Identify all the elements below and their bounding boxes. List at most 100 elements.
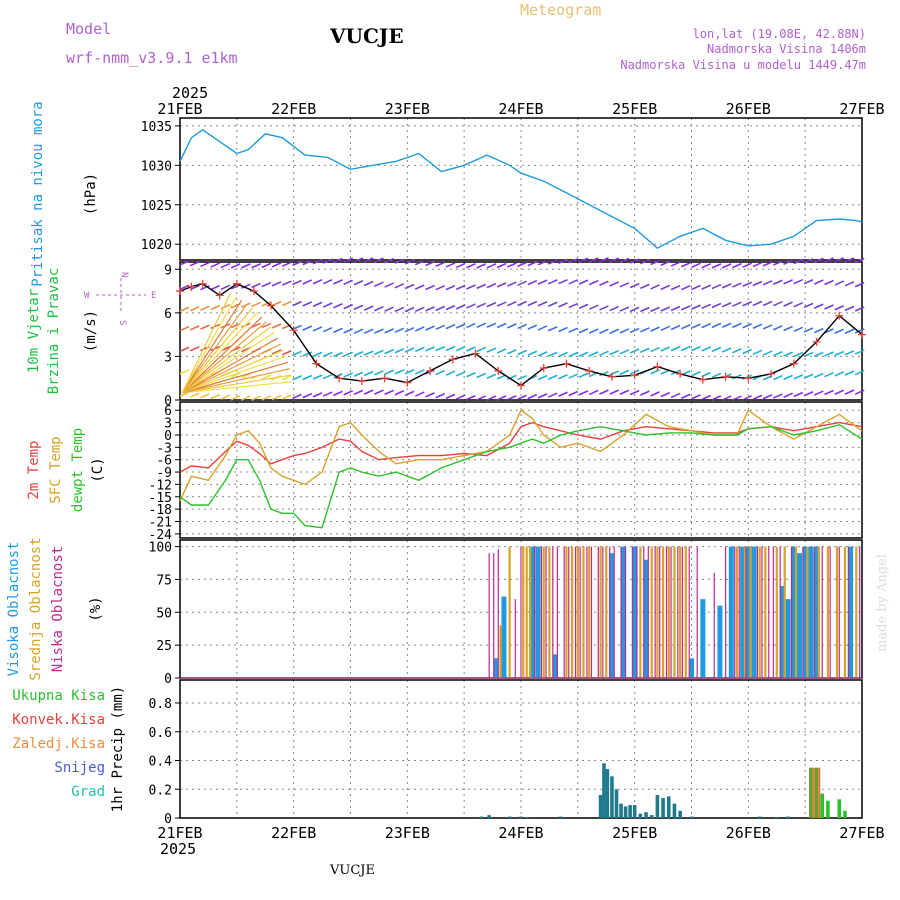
wind-barb	[251, 395, 261, 401]
wind-barb	[435, 392, 446, 399]
precip-bar	[812, 767, 815, 818]
cloud-bar-2	[813, 546, 815, 678]
cloud-bar-1	[743, 546, 747, 678]
cloud-bar-2	[761, 546, 763, 678]
wind-speed-marker	[585, 366, 594, 375]
wind-speed-marker	[312, 359, 321, 368]
wind-barb	[476, 322, 486, 329]
cloud-bar-1	[679, 546, 682, 678]
wind-barb	[762, 324, 773, 330]
wind-barb	[486, 373, 497, 380]
wind-barb	[517, 394, 527, 400]
wind-barb	[517, 323, 527, 330]
precip-bar	[814, 767, 819, 818]
wind-barb	[599, 257, 609, 263]
cloud-bar-0	[848, 546, 854, 678]
wind-barb	[588, 304, 599, 310]
wind-barb	[824, 389, 834, 396]
wind-speed-marker	[494, 366, 503, 375]
wind-barb	[414, 369, 425, 375]
compass-w: W	[84, 291, 90, 301]
precip-bar	[598, 795, 603, 818]
wind-barb	[333, 351, 343, 358]
wind-barb	[466, 263, 476, 269]
y-axis-label: 2m Temp	[26, 440, 42, 499]
wind-barb	[384, 282, 394, 288]
model-label: Model	[66, 20, 111, 38]
wind-barb	[762, 394, 773, 400]
cloud-bar-1	[650, 546, 653, 678]
wind-barb	[312, 326, 323, 332]
cloud-bar-2	[613, 546, 615, 678]
precip-bar	[644, 812, 648, 818]
wind-barb	[374, 281, 384, 287]
wind-speed-marker	[517, 381, 525, 390]
wind-barb	[466, 394, 476, 401]
wind-barb	[302, 279, 313, 285]
wind-barb	[261, 322, 272, 329]
wind-barb	[834, 280, 845, 286]
precip-bar	[649, 815, 654, 818]
cloud-bar-2	[631, 546, 633, 678]
y-tick-label: 1035	[141, 120, 172, 135]
wind-barb	[527, 279, 538, 286]
cloud-bar-0	[535, 546, 541, 678]
wind-barb	[189, 392, 200, 398]
wind-barb	[343, 328, 354, 334]
wind-barb	[650, 306, 660, 313]
wind-barb	[312, 351, 323, 358]
wind-barb	[271, 281, 282, 287]
wind-barb	[394, 327, 405, 334]
wind-speed-marker	[721, 372, 730, 381]
cloud-bar-2	[859, 546, 861, 678]
wind-barb	[517, 349, 527, 356]
wind-barb	[251, 301, 261, 308]
wind-speed-marker	[767, 369, 776, 378]
precip-bar	[619, 803, 623, 818]
wind-barb	[660, 325, 671, 332]
wind-barb	[803, 373, 814, 379]
cloud-bar-2	[725, 546, 727, 678]
wind-barb	[813, 351, 824, 358]
wind-barb	[220, 394, 231, 400]
wind-barb	[333, 303, 343, 309]
wind-barb	[793, 374, 804, 380]
wind-barb	[486, 263, 497, 269]
wind-barb	[302, 301, 313, 307]
wind-barb	[374, 306, 384, 312]
y-tick-label: 1030	[141, 159, 172, 174]
wind-barb	[803, 279, 814, 285]
wind-barb	[691, 304, 701, 310]
wind-barb	[773, 393, 783, 399]
wind-barb	[507, 281, 517, 287]
wind-barb	[302, 351, 313, 357]
wind-barb	[455, 262, 466, 269]
y-axis-label: (m/s)	[83, 310, 99, 352]
wind-speed-marker	[232, 279, 241, 288]
wind-barb	[711, 346, 722, 353]
cloud-bar-1	[806, 546, 809, 678]
wind-barb	[742, 262, 752, 268]
wind-barb	[486, 322, 497, 329]
wind-barb	[466, 284, 476, 290]
wind-barb	[701, 322, 712, 329]
cloud-bar-1	[525, 546, 528, 678]
precip-bar	[628, 805, 632, 818]
wind-barb	[813, 257, 824, 264]
wind-barb	[507, 349, 517, 355]
wind-barb	[496, 262, 507, 269]
wind-speed-marker	[539, 364, 548, 373]
panel-frame	[179, 679, 863, 819]
wind-barb	[844, 328, 855, 334]
x-tick-top-25feb: 25FEB	[612, 100, 657, 118]
wind-barb	[425, 392, 435, 398]
wind-barb	[558, 351, 568, 358]
wind-barb	[182, 374, 291, 394]
cloud-bar-2	[670, 546, 672, 678]
wind-barb	[435, 284, 446, 291]
cloud-bar-2	[574, 546, 577, 678]
wind-barb	[363, 257, 374, 263]
wind-barb	[844, 257, 855, 263]
wind-barb	[322, 326, 333, 333]
wind-barb	[721, 263, 732, 269]
